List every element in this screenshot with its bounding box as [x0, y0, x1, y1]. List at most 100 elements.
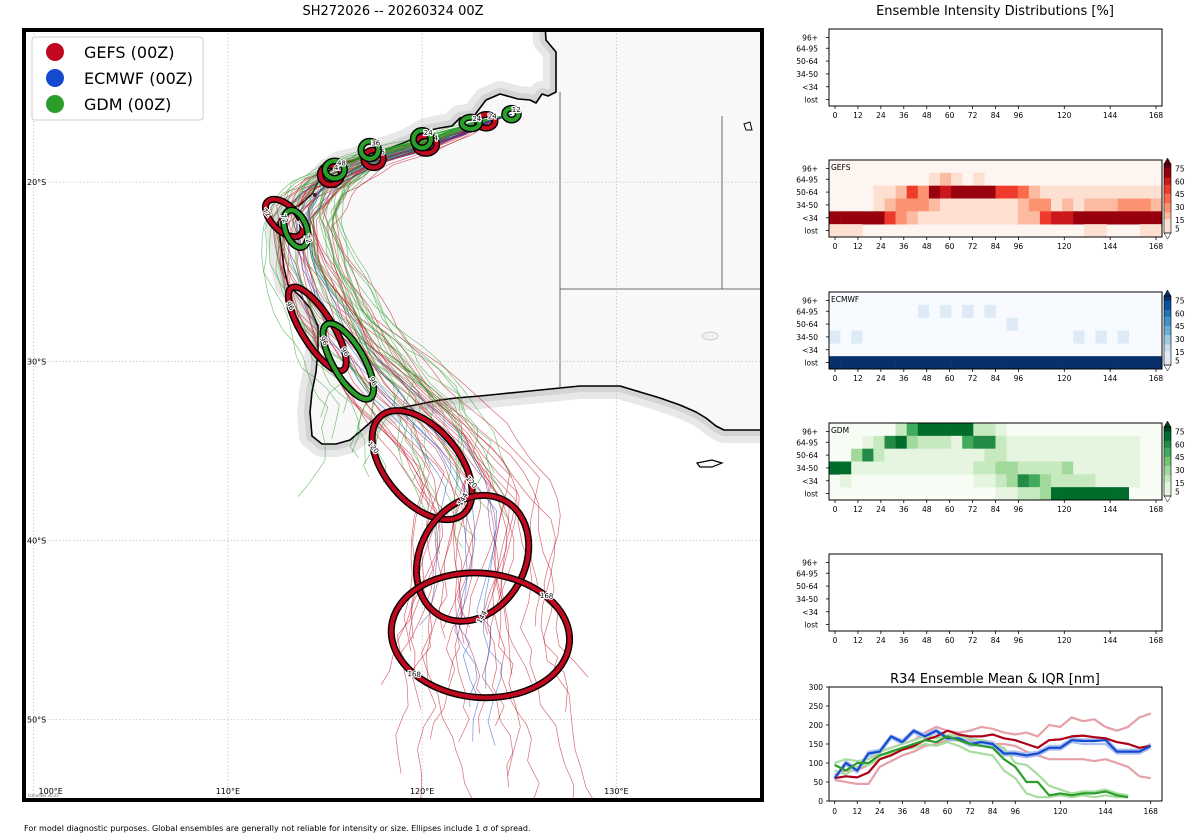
spread-ellipses: 2424364872729696120120144144168168122424…: [259, 104, 574, 702]
heatmap-cell: [1039, 198, 1052, 212]
colorbar-swatch: [1164, 342, 1171, 345]
heatmap-cell: [1039, 474, 1052, 488]
colorbar-swatch: [1164, 170, 1171, 174]
colorbar-tick-label: 60: [1175, 309, 1185, 318]
heatmap-cell: [940, 304, 952, 318]
heatmap-cell: [995, 198, 1007, 212]
x-tick-label: 120: [1057, 505, 1072, 514]
heatmap-cell: [917, 448, 930, 462]
x-tick-label: 72: [968, 505, 978, 514]
heatmap-cell: [1139, 185, 1152, 199]
heatmap-cell: [1039, 211, 1052, 225]
r34-series: [834, 729, 1151, 780]
heatmap-cell: [1073, 448, 1085, 462]
heatmap-cell: [973, 423, 985, 437]
colorbar-swatch: [1164, 337, 1171, 341]
heatmap-cell: [1073, 198, 1085, 212]
heatmap-cell: [840, 461, 852, 475]
heatmap-cell: [917, 461, 930, 475]
gefs-intensity-panel: 96+ 64-95 50-64 34-50 <34 lost 0 12 24 36 48 60 72 84…: [796, 157, 1185, 251]
heatmap-cell: [995, 356, 1007, 370]
heatmap-cell: [840, 224, 852, 238]
heatmap-cell: [1117, 474, 1129, 488]
heatmap-cell: [1017, 474, 1030, 488]
colorbar-swatch: [1164, 309, 1171, 313]
heatmap-cell: [1073, 211, 1085, 225]
colorbar-extend-top: [1163, 289, 1172, 297]
heatmap-cell: [1051, 185, 1063, 199]
heatmap-cell: [1139, 224, 1152, 238]
intensity-panel-top: 96+ 64-95 50-64 34-50 <34 lost 0 12 24 36 48 60 72 84…: [796, 28, 1163, 120]
heatmap-cell: [1028, 487, 1041, 501]
colorbar-extend-bottom: [1163, 232, 1172, 240]
heatmap-cell: [1095, 198, 1107, 212]
x-tick-label: 144: [1103, 636, 1118, 645]
heatmap-cell: [1106, 435, 1118, 449]
colorbar-swatch: [1164, 328, 1171, 331]
heatmap-cell: [1006, 435, 1018, 449]
heatmap-cell: [1028, 198, 1041, 212]
r34-y-tick-label: 50: [813, 778, 823, 787]
intensity-title: Ensemble Intensity Distributions [%]: [876, 4, 1114, 19]
heatmap-cell: [862, 435, 874, 449]
colorbar-swatch: [1164, 436, 1171, 439]
heatmap-cell: [1117, 211, 1129, 225]
heatmap-cell: [917, 185, 930, 199]
heatmap-cell: [1062, 211, 1074, 225]
colorbar-swatch: [1164, 223, 1171, 227]
x-tick-label: 24: [876, 374, 886, 383]
r34-panel: R34 Ensemble Mean & IQR [nm] 0 50 100 150 20…: [809, 672, 1163, 816]
colorbar-swatch: [1164, 454, 1171, 458]
x-tick-label: 24: [876, 111, 886, 120]
r34-series: [834, 735, 1129, 799]
heatmap-cell: [1006, 448, 1018, 462]
heatmap-cell: [984, 185, 996, 199]
heatmap-cell: [1062, 474, 1074, 488]
colorbar-swatch: [1164, 184, 1171, 188]
y-tick-label: 50-64: [796, 57, 818, 66]
heatmap-cell: [995, 435, 1007, 449]
colorbar-swatch: [1164, 440, 1171, 444]
heatmap-cell: [1084, 211, 1096, 225]
x-tick-label: 96: [1014, 374, 1024, 383]
heatmap-cell: [829, 330, 841, 344]
heatmap-cell: [906, 448, 919, 462]
heatmap-cell: [873, 461, 885, 475]
x-tick-label: 84: [991, 374, 1001, 383]
y-tick-label: 96+: [802, 296, 818, 305]
heatmap-cell: [873, 448, 885, 462]
heatmap-cell: [973, 185, 985, 199]
heatmap-cell: [1150, 211, 1163, 225]
heatmap-cell: [1073, 461, 1085, 475]
lat-tick-label: 50°S: [27, 715, 46, 724]
colorbar-swatch: [1164, 355, 1171, 359]
heatmap-cell: [917, 435, 930, 449]
r34-x-tick-label: 0: [832, 807, 837, 816]
panel-background: [829, 29, 1162, 106]
heatmap-cell: [984, 198, 996, 212]
heatmap-cell: [951, 211, 963, 225]
panel-background: [829, 554, 1162, 631]
colorbar-extend-top: [1163, 420, 1172, 428]
heatmap-cell: [973, 198, 985, 212]
heatmap-cell: [995, 423, 1007, 437]
x-tick-label: 60: [945, 242, 955, 251]
intensity-panels: 96+ 64-95 50-64 34-50 <34 lost 0 12 24 36 48 60 72 84…: [796, 28, 1185, 645]
colorbar-swatch: [1164, 307, 1171, 311]
heatmap-cell: [1117, 435, 1129, 449]
heatmap-cell: [895, 356, 907, 370]
colorbar-swatch: [1164, 335, 1171, 338]
heatmap-cell: [1106, 211, 1118, 225]
colorbar-swatch: [1164, 353, 1171, 357]
heatmap-cell: [1095, 211, 1107, 225]
heatmap-cell: [1028, 435, 1041, 449]
y-tick-label: 96+: [802, 558, 818, 567]
y-tick-label: <34: [802, 214, 818, 223]
colorbar-swatch: [1164, 323, 1171, 327]
colorbar-swatch: [1164, 196, 1171, 199]
colorbar-swatch: [1164, 344, 1171, 347]
heatmap-cell: [940, 211, 952, 225]
island-north: [743, 121, 753, 131]
legend-label-gdm: GDM (00Z): [84, 95, 171, 114]
colorbar-swatch: [1164, 319, 1171, 322]
